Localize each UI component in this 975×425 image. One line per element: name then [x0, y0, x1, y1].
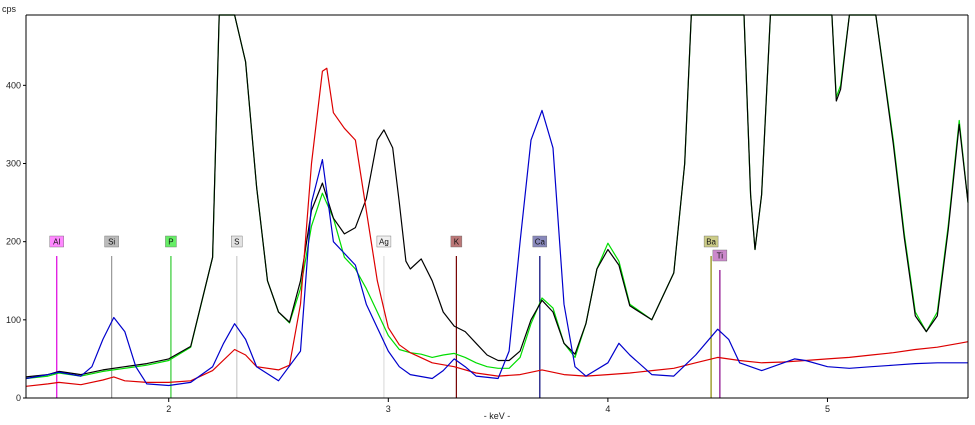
- marker-tag: [532, 235, 548, 248]
- spectrum-series-4[interactable]: [25, 109, 968, 387]
- marker-label: Ag: [379, 238, 389, 247]
- spectrum-series-2[interactable]: [25, 14, 969, 378]
- element-marker-ba[interactable]: Ba: [703, 235, 719, 398]
- marker-label: Si: [108, 238, 115, 247]
- x-tick-label: 4: [605, 404, 610, 414]
- element-marker-si[interactable]: Si: [104, 235, 119, 398]
- x-axis-title: - keV -: [484, 411, 511, 421]
- marker-label: K: [454, 238, 460, 247]
- x-tick-label: 5: [825, 404, 830, 414]
- marker-label: P: [168, 238, 173, 247]
- y-tick-label: 300: [6, 159, 21, 169]
- marker-tag: [104, 235, 119, 248]
- element-marker-ti[interactable]: Ti: [712, 249, 728, 398]
- y-tick-label: 400: [6, 80, 21, 90]
- x-tick-label: 2: [166, 404, 171, 414]
- marker-tag: [703, 235, 719, 248]
- element-marker-al[interactable]: Al: [49, 235, 64, 398]
- series-group[interactable]: [25, 14, 969, 387]
- marker-label: Ba: [706, 238, 716, 247]
- marker-tag: [49, 235, 64, 248]
- marker-tag: [712, 249, 728, 262]
- marker-label: Ti: [717, 252, 724, 261]
- y-axis-title: cps: [2, 4, 17, 14]
- marker-tag: [165, 235, 177, 248]
- x-axis-ticks: 2 3 4 5: [166, 398, 830, 414]
- marker-tag: [376, 235, 392, 248]
- marker-label: Al: [53, 238, 60, 247]
- y-tick-label: 100: [6, 315, 21, 325]
- y-tick-label: 0: [16, 393, 21, 403]
- y-tick-label: 200: [6, 237, 21, 247]
- element-marker-ca[interactable]: Ca: [532, 235, 548, 398]
- marker-tag: [231, 235, 243, 248]
- marker-tag: [450, 235, 463, 248]
- marker-label: Ca: [535, 238, 546, 247]
- x-tick-label: 3: [386, 404, 391, 414]
- plot-area: [26, 15, 968, 398]
- y-axis-ticks: 0 100 200 300 400: [6, 80, 26, 403]
- marker-label: S: [234, 238, 239, 247]
- element-marker-p[interactable]: P: [165, 235, 177, 398]
